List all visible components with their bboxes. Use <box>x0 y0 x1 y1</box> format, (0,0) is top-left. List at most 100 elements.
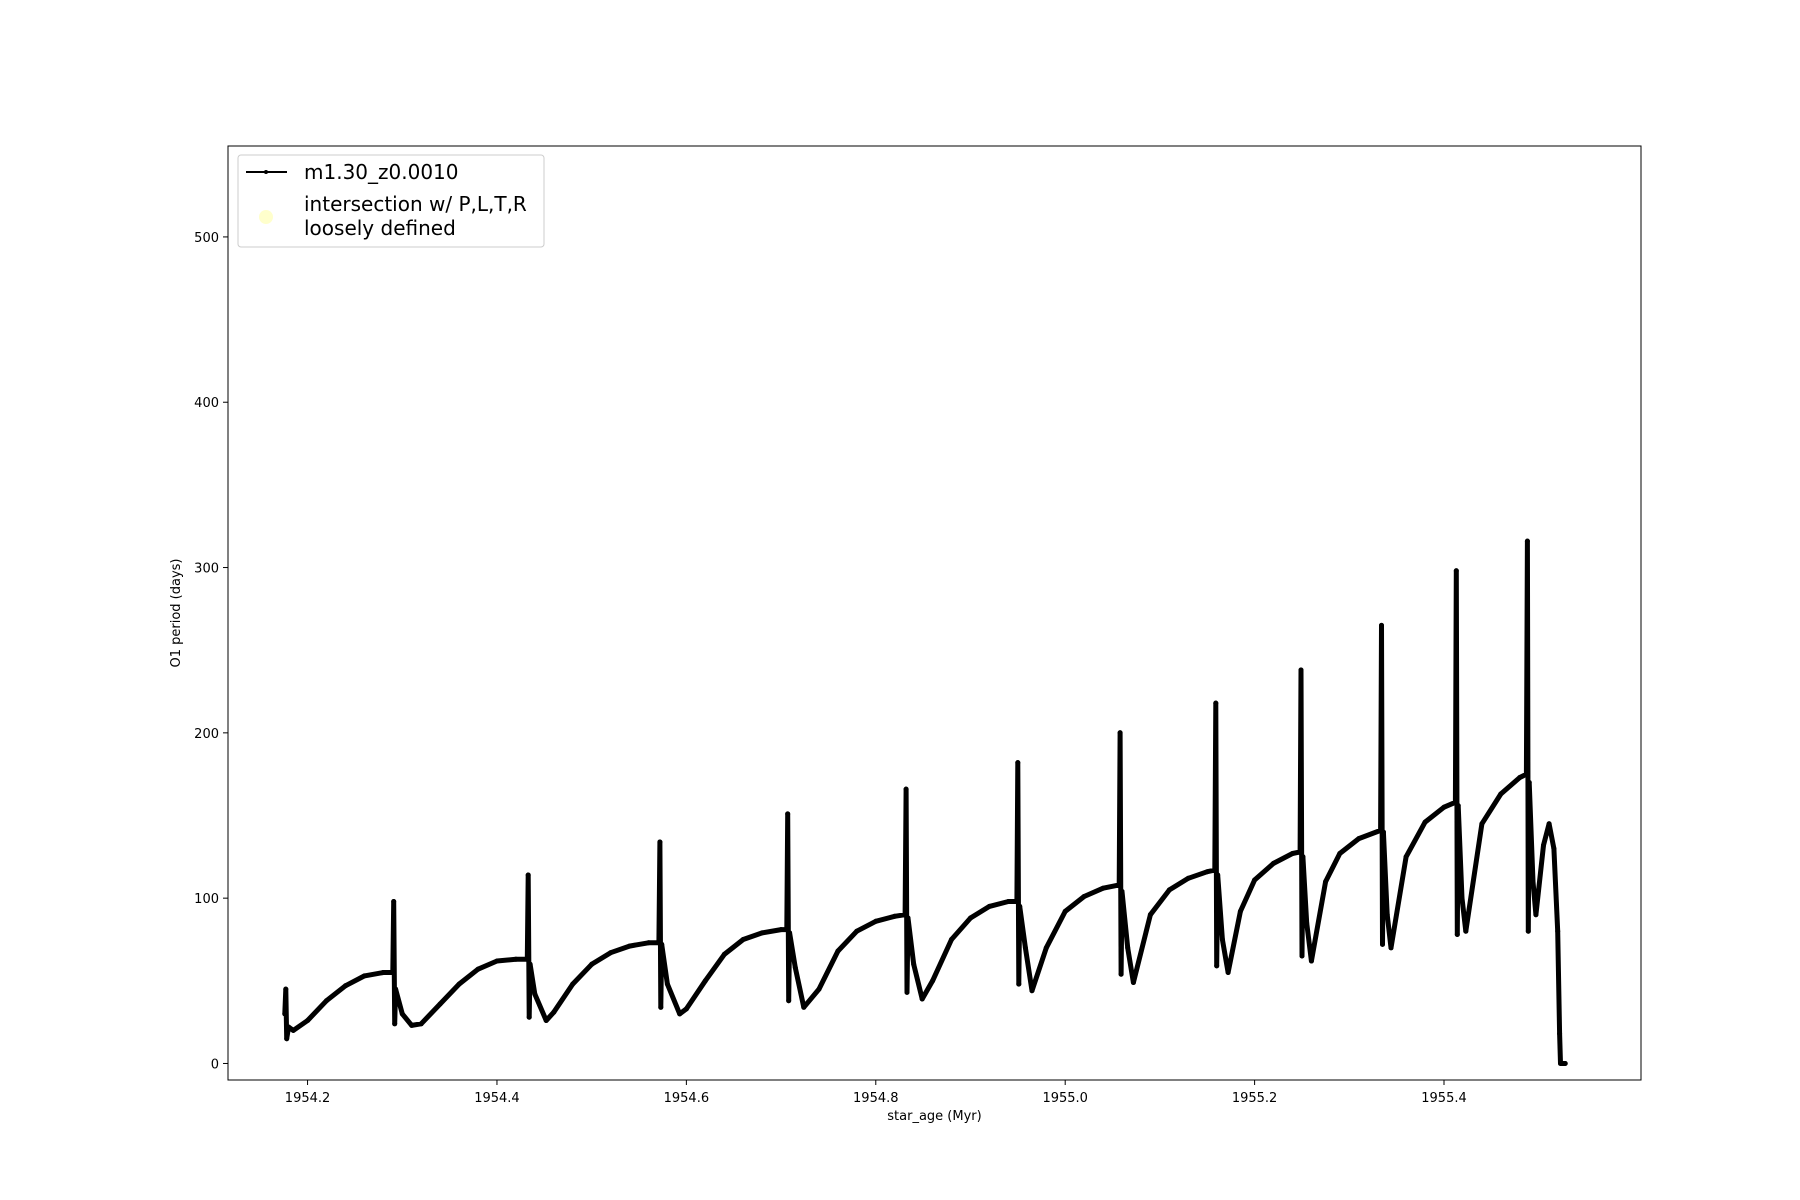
data-point <box>324 998 329 1004</box>
data-point <box>1562 1061 1568 1066</box>
data-point <box>1403 854 1409 860</box>
data-point <box>1356 836 1362 842</box>
data-point <box>1212 867 1218 873</box>
data-point <box>1166 887 1172 893</box>
data-point <box>418 1021 424 1027</box>
data-point <box>1380 941 1385 947</box>
data-point <box>930 978 936 984</box>
data-point <box>778 927 784 933</box>
data-point <box>551 1009 557 1015</box>
legend-label-series-2: intersection w/ P,L,T,R loosely defined <box>304 192 527 240</box>
data-point <box>1517 775 1523 780</box>
data-point <box>646 940 651 946</box>
data-point <box>409 1022 415 1028</box>
plot-frame <box>227 145 1642 1081</box>
data-point <box>1214 963 1220 969</box>
y-tick-label: 500 <box>194 231 219 246</box>
data-point <box>904 989 910 995</box>
x-tick-label: 1954.4 <box>474 1091 520 1106</box>
data-point <box>399 1011 405 1017</box>
data-point <box>1215 872 1221 878</box>
data-point <box>284 1036 290 1042</box>
data-point <box>1379 622 1384 628</box>
data-point <box>1384 912 1390 918</box>
data-point <box>792 965 798 971</box>
data-point <box>905 915 911 921</box>
x-tick-label: 1954.2 <box>285 1091 331 1106</box>
data-point <box>1015 760 1021 766</box>
y-axis-ticks: 0 100 200 300 400 500 <box>194 231 228 1072</box>
y-axis-label: O1 period (days) <box>169 558 184 667</box>
data-point <box>1100 885 1106 891</box>
data-point <box>1459 895 1465 901</box>
data-point <box>1526 779 1532 785</box>
y-tick-label: 100 <box>194 892 219 907</box>
data-point <box>1029 988 1035 994</box>
data-point <box>589 961 595 967</box>
data-point <box>524 956 530 962</box>
data-point <box>525 872 531 878</box>
data-point <box>305 1018 311 1023</box>
data-point <box>919 996 925 1002</box>
x-tick-label: 1955.0 <box>1042 1091 1088 1106</box>
data-point <box>1337 851 1343 856</box>
data-point <box>1380 829 1386 835</box>
data-point <box>1219 937 1225 942</box>
data-point <box>1530 879 1536 885</box>
data-point <box>361 973 367 979</box>
data-point <box>1204 869 1210 875</box>
data-point <box>390 970 396 975</box>
data-point <box>1422 819 1428 825</box>
data-point <box>543 1018 549 1023</box>
data-point <box>1453 568 1459 574</box>
x-axis-ticks: 1954.2 1954.4 1954.6 1954.8 1955.0 1955.2 1955… <box>285 1080 1467 1106</box>
data-point <box>1551 846 1557 852</box>
data-point <box>801 1004 807 1010</box>
data-point <box>513 956 519 962</box>
data-point <box>475 966 481 972</box>
data-point <box>721 951 727 957</box>
data-point <box>527 961 533 967</box>
data-point <box>342 983 348 989</box>
data-point <box>392 1021 398 1027</box>
y-tick-label: 400 <box>194 396 219 411</box>
data-point <box>1117 730 1123 736</box>
data-point <box>1225 970 1231 975</box>
data-point <box>1237 908 1243 914</box>
data-point <box>456 981 462 987</box>
legend-label-line: intersection w/ P,L,T,R <box>304 192 527 216</box>
data-point <box>393 986 399 992</box>
data-point <box>1525 928 1531 934</box>
data-point <box>786 998 792 1004</box>
data-point <box>1125 945 1131 951</box>
data-point <box>759 930 765 936</box>
data-point <box>1300 854 1306 860</box>
data-point <box>664 981 670 987</box>
data-point <box>1498 791 1504 797</box>
data-point <box>1323 879 1329 885</box>
data-point <box>1524 538 1530 544</box>
data-point <box>1005 899 1011 904</box>
data-point <box>290 1027 296 1033</box>
data-point <box>1116 882 1122 888</box>
x-tick-label: 1954.6 <box>664 1091 710 1106</box>
data-point <box>1118 971 1124 977</box>
legend-label-series-1: m1.30_z0.0010 <box>304 160 459 184</box>
data-point <box>1252 877 1258 883</box>
data-point <box>1014 899 1020 904</box>
data-point <box>1463 928 1469 934</box>
data-point <box>1022 945 1028 951</box>
data-point <box>1016 981 1022 987</box>
data-point <box>1455 803 1461 809</box>
data-point <box>1130 980 1136 985</box>
data-point <box>1147 912 1153 918</box>
data-point <box>608 950 614 956</box>
data-point <box>902 912 908 918</box>
legend: m1.30_z0.0010 intersection w/ P,L,T,R loo… <box>237 154 545 248</box>
data-point <box>1043 945 1049 951</box>
data-point <box>1119 889 1125 894</box>
x-tick-label: 1955.2 <box>1232 1091 1278 1106</box>
series-layer <box>282 538 1568 1066</box>
data-point <box>1533 912 1539 918</box>
data-point <box>1555 928 1561 934</box>
